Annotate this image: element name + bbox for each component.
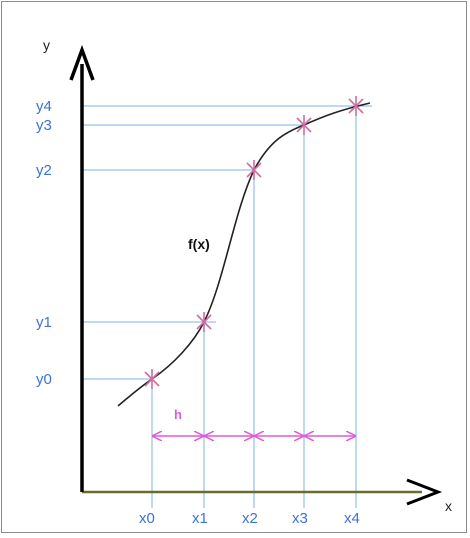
marker-p0 [144, 369, 160, 389]
y-label-2: y2 [36, 162, 52, 179]
marker-p2 [246, 160, 262, 180]
y-axis-label: y [43, 37, 50, 53]
y-label-4: y4 [36, 98, 52, 115]
marker-p4 [348, 96, 364, 116]
sample-markers [144, 96, 364, 389]
y-label-0: y0 [36, 371, 52, 388]
marker-p3 [296, 115, 312, 135]
y-axis-arrowhead [69, 44, 95, 81]
function-label: f(x) [188, 236, 210, 252]
horizontal-guides [82, 105, 372, 380]
y-label-3: y3 [36, 117, 52, 134]
y-label-1: y1 [36, 314, 52, 331]
x-axis-label: x [445, 498, 452, 514]
x-label-4: x4 [344, 510, 360, 527]
function-curve [117, 102, 371, 407]
x-label-2: x2 [242, 510, 258, 527]
x-label-0: x0 [139, 510, 155, 527]
x-label-1: x1 [192, 510, 208, 527]
marker-p1 [196, 312, 212, 332]
x-axis-arrowhead [406, 478, 443, 506]
vertical-guides [151, 96, 357, 508]
step-label: h [174, 407, 182, 422]
x-label-3: x3 [292, 510, 308, 527]
